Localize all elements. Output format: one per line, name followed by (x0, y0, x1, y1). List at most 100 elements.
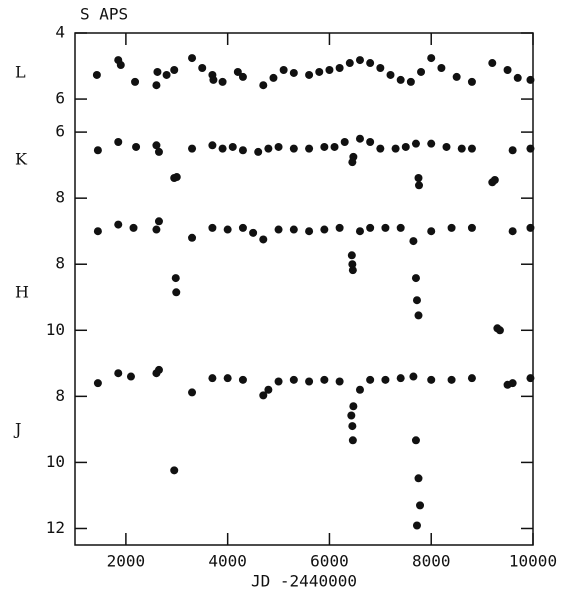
data-point (238, 223, 247, 232)
y-tick-label: 4 (55, 23, 65, 42)
data-point (254, 147, 263, 156)
data-point (335, 223, 344, 232)
data-point (381, 375, 390, 384)
data-point (503, 65, 512, 74)
data-point (172, 173, 181, 182)
data-point (289, 225, 298, 234)
data-point (305, 377, 314, 386)
data-point (427, 54, 436, 63)
data-point (114, 369, 123, 378)
y-tick-label: 10 (46, 452, 65, 471)
data-point (320, 225, 329, 234)
chart-title: S APS (80, 5, 128, 24)
data-point (116, 61, 125, 70)
data-point (526, 144, 535, 153)
data-point (218, 77, 227, 86)
data-point (93, 146, 102, 155)
data-point (347, 251, 356, 260)
data-point (526, 374, 535, 383)
data-point (467, 374, 476, 383)
series-label: L (15, 63, 26, 82)
data-point (345, 59, 354, 68)
data-point (274, 377, 283, 386)
data-point (366, 138, 375, 147)
data-point (416, 501, 425, 510)
data-point (427, 227, 436, 236)
data-point (264, 144, 273, 153)
data-point (417, 67, 426, 76)
x-tick-label: 6000 (310, 552, 349, 571)
data-point (228, 142, 237, 151)
data-point (349, 402, 358, 411)
data-point (376, 144, 385, 153)
data-point (152, 81, 161, 90)
data-point (409, 372, 418, 381)
series-label: K (15, 150, 28, 169)
plot-frame (74, 32, 534, 546)
data-point (93, 379, 102, 388)
data-point (315, 67, 324, 76)
data-point (447, 375, 456, 384)
data-point (335, 64, 344, 73)
data-point (330, 142, 339, 151)
data-point (355, 227, 364, 236)
data-point (376, 64, 385, 73)
y-tick-label: 12 (46, 518, 65, 537)
data-point (233, 67, 242, 76)
data-point (259, 81, 268, 90)
data-point (274, 225, 283, 234)
data-point (218, 144, 227, 153)
data-point (223, 225, 232, 234)
data-point (188, 144, 197, 153)
data-point (238, 375, 247, 384)
data-point (490, 175, 499, 184)
data-point (411, 436, 420, 445)
data-point (526, 75, 535, 84)
data-point (340, 138, 349, 147)
x-axis-label: JD -2440000 (251, 572, 357, 591)
data-point (208, 223, 217, 232)
data-point (414, 311, 423, 320)
data-point (93, 227, 102, 236)
data-point (188, 233, 197, 242)
data-point (508, 379, 517, 388)
series-label: J (13, 420, 21, 439)
data-point (355, 134, 364, 143)
data-point (427, 375, 436, 384)
data-point (335, 377, 344, 386)
data-point (366, 375, 375, 384)
data-point (381, 223, 390, 232)
data-point (172, 288, 181, 297)
data-point (153, 67, 162, 76)
data-point (366, 223, 375, 232)
data-point (154, 365, 163, 374)
data-point (170, 466, 179, 475)
data-point (209, 75, 218, 84)
data-point (305, 70, 314, 79)
data-point (223, 374, 232, 383)
data-point (437, 64, 446, 73)
data-point (396, 75, 405, 84)
data-point (114, 138, 123, 147)
data-point (348, 260, 357, 269)
y-tick-label: 6 (55, 89, 65, 108)
data-point (457, 144, 466, 153)
y-tick-label: 10 (46, 320, 65, 339)
data-point (152, 225, 161, 234)
data-point (154, 217, 163, 226)
y-tick-label: 8 (55, 386, 65, 405)
data-point (414, 174, 423, 183)
data-point (208, 141, 217, 150)
data-point (279, 65, 288, 74)
series-label: H (15, 283, 29, 302)
data-point (415, 181, 424, 190)
data-point (154, 147, 163, 156)
data-point (526, 223, 535, 232)
y-tick-label: 8 (55, 254, 65, 273)
data-point (320, 142, 329, 151)
data-point (249, 228, 258, 237)
data-point (411, 274, 420, 283)
data-point (131, 77, 140, 86)
data-point (386, 70, 395, 79)
